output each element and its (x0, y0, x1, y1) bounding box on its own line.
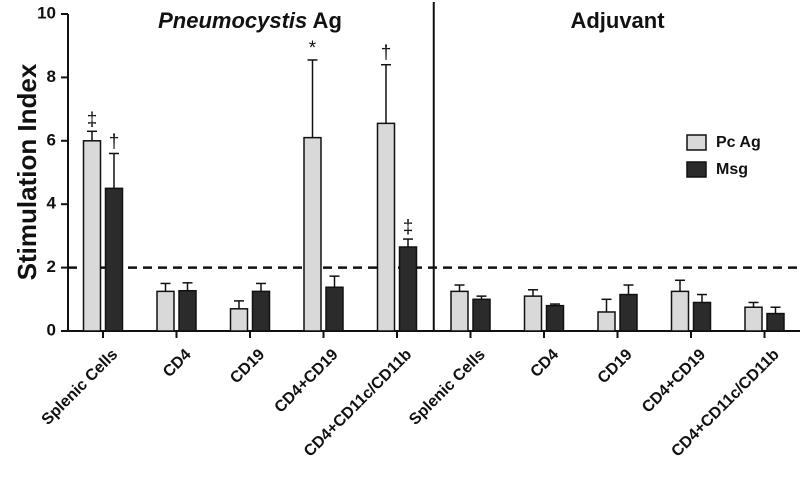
bar-pcag (82, 140, 102, 332)
x-category-label: CD19 (227, 346, 268, 387)
legend-label: Msg (716, 161, 748, 178)
x-category-label: CD4+CD19 (271, 346, 341, 416)
axes-layer: 0 2 4 6 8 10 (37, 2, 800, 339)
bar-msg (398, 246, 418, 332)
significance-mark: ‡ (403, 217, 414, 238)
bar-msg (766, 312, 785, 332)
labels-layer: ‡ † Splenic Cells CD4 CD19 * CD4+CD19 † ‡ CD4+CD1… (39, 8, 783, 460)
bar-pcag (229, 308, 249, 332)
bar-pcag (376, 122, 396, 332)
y-tick-label: 8 (47, 67, 56, 86)
x-category-label: CD4+CD19 (639, 346, 709, 416)
bar-pcag (597, 311, 616, 332)
x-category-label: Splenic Cells (406, 346, 489, 429)
bar-msg (325, 286, 344, 332)
bar-msg (692, 301, 712, 332)
bar-msg (251, 290, 271, 332)
x-category-label: CD4 (528, 346, 563, 381)
bar-pcag (670, 290, 690, 332)
y-axis-title: Stimulation Index (12, 63, 42, 280)
bar-msg (619, 293, 638, 332)
bar-pcag (303, 136, 322, 332)
panel-title: Pneumocystis Ag (158, 8, 342, 33)
bars-layer (82, 59, 785, 332)
y-tick-label: 6 (47, 130, 56, 149)
y-tick-label: 2 (47, 257, 56, 276)
y-tick-label: 0 (47, 320, 56, 339)
panel-title: Adjuvant (570, 8, 665, 33)
legend-swatch-msg (686, 161, 707, 178)
x-category-label: CD19 (595, 346, 636, 387)
y-tick-label: 10 (37, 3, 56, 22)
bar-pcag (450, 290, 469, 332)
bar-pcag (744, 306, 763, 332)
legend-swatch-pcag (686, 134, 707, 151)
x-category-label: Splenic Cells (39, 346, 122, 429)
significance-mark: ‡ (87, 109, 98, 130)
y-tick-label: 4 (47, 194, 57, 213)
bar-msg (104, 187, 124, 332)
legend-label: Pc Ag (716, 134, 761, 151)
bar-msg (545, 304, 565, 332)
bar-msg (178, 289, 197, 332)
significance-mark: * (309, 38, 317, 59)
bar-pcag (523, 295, 543, 332)
bar-pcag (156, 290, 175, 332)
bar-msg (472, 298, 491, 332)
significance-mark: † (381, 43, 392, 64)
x-category-label: CD4 (160, 346, 195, 381)
significance-mark: † (109, 131, 120, 152)
